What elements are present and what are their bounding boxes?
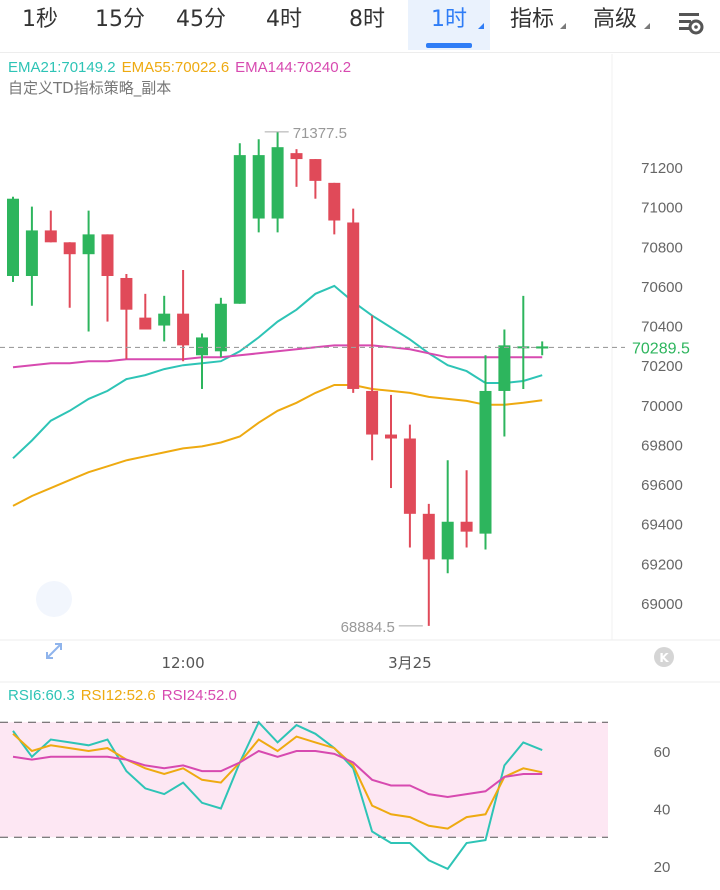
indicators-label: 指标	[509, 7, 554, 32]
price-tick-label: 69800	[641, 437, 683, 454]
tab-interval-45m[interactable]: 45分	[160, 0, 242, 50]
ema55-legend: EMA55:70022.6	[122, 59, 230, 76]
time-axis-label: 3月25	[388, 654, 432, 672]
candle-body	[196, 337, 208, 356]
candle-body	[441, 521, 454, 560]
advanced-label: 高级	[592, 7, 637, 32]
candle-body	[271, 147, 284, 219]
tab-label: 1时	[431, 7, 467, 32]
candle-body	[44, 230, 57, 243]
k-logo-letter: K	[659, 651, 669, 665]
tab-label: 4时	[266, 7, 302, 32]
candle-body	[139, 317, 152, 330]
candle-body	[403, 438, 416, 514]
rsi-legend: RSI6:60.3 RSI12:52.6 RSI24:52.0	[8, 687, 237, 704]
dropdown-corner-icon	[560, 23, 566, 29]
candle-body	[290, 153, 303, 160]
ema55-line	[12, 384, 543, 507]
dropdown-corner-icon	[644, 23, 650, 29]
ema21-legend: EMA21:70149.2	[8, 59, 116, 76]
tab-label: 1秒	[22, 7, 58, 32]
time-axis-label: 12:00	[161, 654, 204, 672]
price-tick-label: 69200	[641, 556, 683, 573]
tab-interval-1s[interactable]: 1秒	[0, 0, 80, 50]
low-price-label: 68884.5	[341, 619, 395, 636]
price-tick-label: 70600	[641, 279, 683, 296]
price-tick-label: 69000	[641, 596, 683, 613]
candle-body	[120, 277, 133, 310]
candle-body	[177, 313, 190, 346]
rsi6-line	[12, 720, 543, 871]
candle-body	[347, 222, 360, 389]
candle-body	[328, 182, 341, 221]
candle-body	[214, 303, 227, 352]
candle-body	[309, 159, 322, 181]
candle-body	[366, 390, 379, 435]
interval-toolbar: 1秒 15分 45分 4时 8时 1时 指标 高级	[0, 0, 720, 53]
rsi6-legend: RSI6:60.3	[8, 687, 75, 704]
price-tick-label: 70800	[641, 239, 683, 256]
tab-label: 8时	[349, 7, 385, 32]
tab-interval-1h-active[interactable]: 1时	[408, 0, 490, 50]
rsi12-line	[12, 733, 543, 830]
tab-interval-8h[interactable]: 8时	[326, 0, 408, 50]
candle-body	[63, 242, 76, 255]
price-tick-label: 70000	[641, 398, 683, 415]
expand-chart-button	[36, 581, 72, 617]
price-tick-label: 70400	[641, 319, 683, 336]
last-price-label: 70289.5	[632, 340, 690, 357]
tab-label: 15分	[95, 7, 145, 32]
dropdown-corner-icon	[478, 23, 484, 29]
rsi12-legend: RSI12:52.6	[81, 687, 156, 704]
candle-body	[422, 513, 435, 560]
candle-body	[498, 345, 511, 391]
indicators-dropdown[interactable]: 指标	[492, 0, 572, 50]
candle-body	[101, 234, 114, 276]
ema144-line	[12, 344, 543, 369]
chart-settings-icon	[679, 13, 704, 35]
price-tick-label: 71200	[641, 160, 683, 177]
rsi-tick-label: 40	[654, 802, 671, 819]
ema21-line	[12, 284, 543, 460]
candle-body	[460, 521, 473, 532]
tab-interval-4h[interactable]: 4时	[242, 0, 326, 50]
candle-body	[7, 198, 19, 276]
candle-body	[25, 230, 38, 276]
active-tab-underline	[426, 43, 472, 48]
k-logo-icon	[654, 647, 674, 667]
chart-settings-button[interactable]	[658, 0, 720, 50]
candle-body	[233, 155, 246, 304]
rsi24-legend: RSI24:52.0	[162, 687, 237, 704]
candle-body	[385, 434, 397, 439]
price-tick-label: 71000	[641, 200, 683, 217]
price-tick-label: 70200	[641, 358, 683, 375]
ema-legend: EMA21:70149.2 EMA55:70022.6 EMA144:70240.2	[8, 59, 351, 76]
rsi-tick-label: 60	[654, 744, 671, 761]
price-tick-label: 69400	[641, 517, 683, 534]
high-price-label: 71377.5	[293, 125, 347, 142]
tab-label: 45分	[176, 7, 226, 32]
strategy-label: 自定义TD指标策略_副本	[8, 79, 171, 98]
chart-canvas: EMA21:70149.2 EMA55:70022.6 EMA144:70240.2…	[0, 54, 720, 876]
rsi24-line	[12, 749, 543, 799]
rsi-tick-label: 20	[654, 859, 671, 876]
price-tick-label: 69600	[641, 477, 683, 494]
candle-body	[479, 390, 492, 534]
tab-interval-15m[interactable]: 15分	[80, 0, 160, 50]
candle-body	[158, 313, 171, 326]
ema144-legend: EMA144:70240.2	[235, 59, 351, 76]
last-price-tag-bg	[627, 336, 720, 359]
candle-body	[252, 155, 265, 219]
expand-icon	[46, 643, 62, 659]
advanced-dropdown[interactable]: 高级	[574, 0, 656, 50]
candle-body	[82, 234, 95, 255]
